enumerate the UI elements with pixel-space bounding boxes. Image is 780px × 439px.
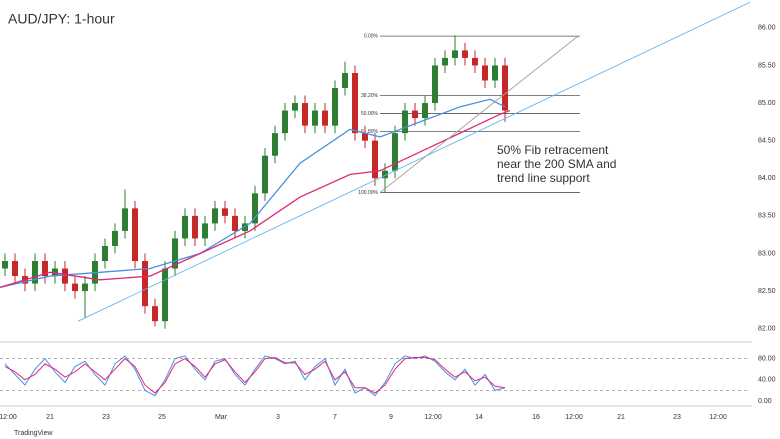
x-tick-label: 12:00: [709, 414, 727, 421]
y-tick-label: 82.50: [758, 288, 776, 295]
candle-body: [502, 65, 508, 111]
candle-body: [112, 230, 118, 246]
y-tick-label: 83.00: [758, 250, 776, 257]
x-tick-label: 12:00: [565, 414, 583, 421]
oscillator-line: [4, 357, 506, 394]
candle-body: [382, 170, 388, 179]
y-tick-label: 83.50: [758, 213, 776, 220]
candle-body: [32, 261, 38, 284]
x-tick-label: 14: [475, 414, 483, 421]
candle-body: [72, 283, 78, 292]
x-tick-label: 12:00: [0, 414, 17, 421]
x-tick-label: 16: [532, 414, 540, 421]
fib-label: 61.80%: [361, 129, 379, 135]
x-tick-label: 9: [389, 414, 393, 421]
candle-body: [402, 110, 408, 134]
y-tick-label: 84.00: [758, 175, 776, 182]
x-tick-label: Mar: [215, 414, 228, 421]
y-tick-label: 84.50: [758, 138, 776, 145]
oscillator-line: [4, 355, 506, 397]
candle-body: [232, 215, 238, 231]
y-tick-label: 0.00: [758, 398, 772, 405]
candle-body: [322, 110, 328, 126]
candle-body: [222, 208, 228, 216]
y-tick-label: 80.00: [758, 355, 776, 362]
candle-body: [62, 268, 68, 284]
fib-label: 100.00%: [358, 190, 378, 196]
overlay-line: [77, 1, 751, 322]
candle-body: [142, 261, 148, 307]
overlay-line: [0, 98, 506, 288]
candle-body: [282, 110, 288, 134]
candle-body: [272, 133, 278, 156]
candle-body: [482, 65, 488, 81]
x-tick-label: 21: [617, 414, 625, 421]
candle-body: [462, 50, 468, 58]
candle-body: [472, 57, 478, 66]
candle-body: [362, 133, 368, 141]
y-tick-label: 85.00: [758, 100, 776, 107]
candle-body: [412, 110, 418, 119]
candle-body: [262, 155, 268, 194]
candle-body: [432, 65, 438, 104]
candle-body: [202, 223, 208, 239]
x-tick-label: 7: [333, 414, 337, 421]
annotation: near the 200 SMA and: [497, 157, 616, 171]
candle-body: [422, 103, 428, 119]
candle-body: [152, 306, 158, 322]
candle-body: [182, 215, 188, 239]
candle-body: [12, 261, 18, 277]
annotation: 50% Fib retracement: [497, 143, 609, 157]
candle-body: [102, 245, 108, 262]
x-tick-label: 23: [673, 414, 681, 421]
candle-body: [162, 268, 168, 322]
x-tick-label: 25: [158, 414, 166, 421]
candle-body: [442, 57, 448, 66]
overlay-line: [379, 35, 579, 193]
x-tick-label: 12:00: [424, 414, 442, 421]
x-tick-label: 21: [46, 414, 54, 421]
candle-body: [212, 208, 218, 224]
annotation: trend line support: [497, 171, 590, 185]
overlay-line: [0, 109, 511, 288]
candle-body: [252, 193, 258, 224]
candle-body: [2, 261, 8, 269]
x-tick-label: 23: [102, 414, 110, 421]
candle-body: [122, 208, 128, 231]
candle-body: [292, 103, 298, 111]
candle-body: [492, 65, 498, 81]
fib-label: 50.00%: [361, 111, 379, 117]
candle-body: [312, 110, 318, 126]
candle-body: [42, 261, 48, 277]
candle-body: [192, 215, 198, 239]
candle-body: [172, 238, 178, 269]
brand: TradingView: [14, 430, 53, 437]
candle-body: [332, 88, 338, 126]
y-tick-label: 40.00: [758, 377, 776, 384]
candle-body: [352, 72, 358, 134]
candle-body: [342, 72, 348, 89]
candle-body: [302, 103, 308, 126]
candle-body: [372, 140, 378, 179]
candle-body: [392, 133, 398, 171]
y-tick-label: 85.50: [758, 62, 776, 69]
candle-body: [82, 283, 88, 292]
candle-body: [132, 208, 138, 262]
candle-body: [52, 268, 58, 277]
fib-label: 0.00%: [364, 33, 379, 39]
y-tick-label: 86.00: [758, 25, 776, 32]
candle-body: [452, 50, 458, 58]
y-tick-label: 82.00: [758, 326, 776, 333]
x-tick-label: 3: [276, 414, 280, 421]
fib-label: 38.20%: [361, 93, 379, 99]
chart-title: AUD/JPY: 1-hour: [8, 11, 115, 27]
